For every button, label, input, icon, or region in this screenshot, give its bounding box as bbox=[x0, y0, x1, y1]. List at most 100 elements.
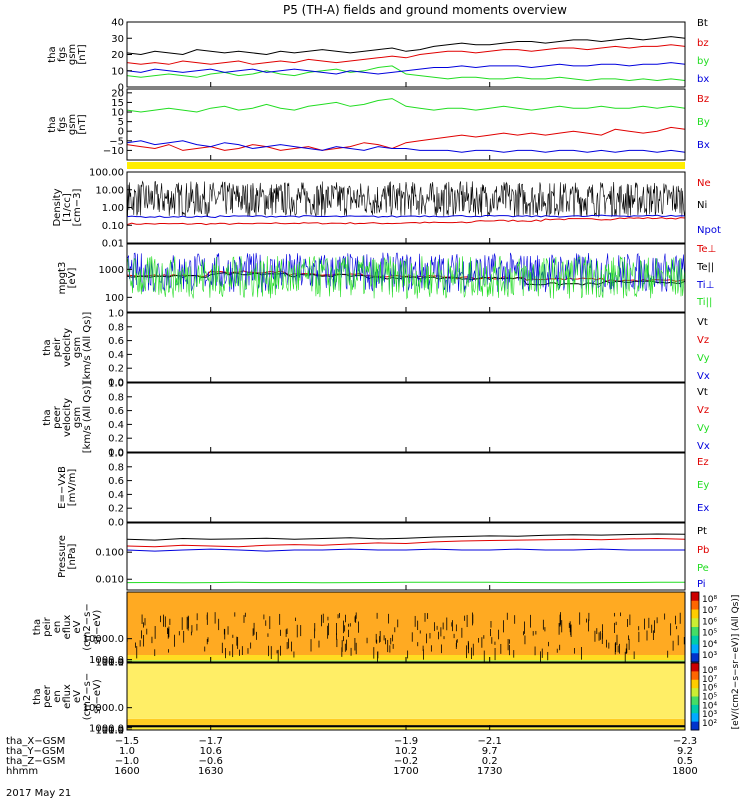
legend-vx: Vx bbox=[697, 441, 710, 452]
series-bt-line bbox=[126, 36, 686, 56]
y-label-line: [nPa] bbox=[67, 543, 78, 569]
colorbar-segment bbox=[691, 635, 699, 645]
y-tick-label: 0.4 bbox=[108, 490, 124, 501]
x-tick-label: 0.5 bbox=[677, 756, 693, 767]
panel-10: 10⁸10⁷10⁶10⁵10⁴10³10²10000.01000.0100.01… bbox=[32, 662, 717, 736]
y-axis-label: tha peir en eflux eV (cm2−s− sr−eV) bbox=[32, 603, 103, 650]
series-pi-line bbox=[126, 548, 685, 552]
x-tick-label: 1730 bbox=[477, 766, 502, 777]
y-tick-label: 1.0 bbox=[108, 449, 124, 460]
y-axis-label: Pressure [nPa] bbox=[57, 535, 78, 578]
colorbar-segment bbox=[691, 600, 699, 610]
colorbar-frame bbox=[690, 662, 700, 731]
legend-ni: Ni bbox=[697, 200, 707, 211]
y-axis-label: tha peer en eflux eV (cm2−s− sr−eV) bbox=[32, 673, 103, 720]
panel-7: Ez Ey Ex 1.0 0.8 0.6 0.4 0.2 0.0 E=−VxB [mV/m] bbox=[57, 449, 709, 529]
time-axis: tha_X−GSM −1.5 −1.7 −1.9 −2.1 −2.3 tha_Y−GSM 1.… bbox=[6, 82, 698, 777]
colorbar-segment bbox=[691, 653, 699, 663]
series-by-line bbox=[126, 65, 686, 82]
legend-ti: Ti|| bbox=[696, 297, 712, 308]
legend-te: Te|| bbox=[696, 262, 714, 273]
x-tick-label: 1600 bbox=[114, 766, 139, 777]
x-tick-label: 10.2 bbox=[395, 746, 417, 757]
series-pt-line bbox=[126, 533, 686, 541]
y-axis-label: tha peir velocity gsm [km/s (All Qs)] bbox=[42, 312, 93, 384]
y-tick-label: 20 bbox=[111, 88, 124, 99]
colorbar-tick-label: 10⁷ bbox=[702, 675, 717, 685]
legend-ti: Ti⊥ bbox=[696, 280, 714, 291]
x-row-label: tha_Y−GSM bbox=[6, 746, 65, 757]
y-label-line: tha bbox=[42, 409, 53, 425]
legend-ez: Ez bbox=[697, 457, 709, 468]
y-tick-label: 0.6 bbox=[108, 406, 124, 417]
colorbar-tick-label: 10⁶ bbox=[702, 617, 717, 627]
y-tick-label: 100.0 bbox=[95, 657, 124, 668]
legend-ey: Ey bbox=[697, 480, 709, 491]
y-tick-label: 0.6 bbox=[108, 476, 124, 487]
y-axis-label: Density [1/cc] [cm−3] bbox=[52, 188, 83, 226]
colorbar-segment bbox=[691, 609, 699, 619]
date-label: 2017 May 21 bbox=[6, 788, 71, 799]
y-label-line: tha bbox=[42, 339, 53, 355]
x-row-label: tha_Z−GSM bbox=[6, 756, 65, 767]
y-tick-label: 0.4 bbox=[108, 350, 124, 361]
y-tick-label: −10 bbox=[103, 146, 124, 157]
y-tick-label: 1000.0 bbox=[89, 655, 124, 666]
series-bz-line bbox=[126, 44, 686, 65]
y-tick-label: 0.10 bbox=[102, 221, 124, 232]
y-label-line: velocity bbox=[62, 398, 73, 437]
colorbar-tick-label: 10⁶ bbox=[702, 684, 717, 694]
legend-pe: Pe bbox=[697, 563, 709, 574]
y-label-line: mpgt3 bbox=[57, 262, 68, 295]
panel-frame bbox=[126, 452, 686, 523]
legend-vz: Vz bbox=[697, 335, 709, 346]
colorbar-tick-label: 10² bbox=[702, 719, 717, 729]
spectrogram-band bbox=[127, 663, 685, 719]
series-bx-line bbox=[126, 62, 686, 75]
y-tick-label: 0 bbox=[118, 127, 124, 138]
y-tick-label: 20 bbox=[111, 50, 124, 61]
y-label-line: tha bbox=[32, 619, 43, 635]
colorbar-segment bbox=[691, 592, 699, 602]
spectrogram-band bbox=[127, 718, 685, 726]
x-tick-label: 9.7 bbox=[482, 746, 498, 757]
x-tick-label: 1630 bbox=[198, 766, 223, 777]
series-te-line bbox=[126, 272, 686, 286]
y-tick-label: 0.010 bbox=[95, 575, 124, 586]
y-label-line: [eV] bbox=[67, 268, 78, 289]
colorbar-tick-label: 10³ bbox=[702, 710, 717, 720]
series-npot-line bbox=[126, 214, 686, 219]
panel-frame bbox=[126, 21, 686, 88]
colorbar-segment bbox=[691, 644, 699, 654]
legend-vy: Vy bbox=[697, 353, 710, 364]
y-tick-label: 0.2 bbox=[108, 504, 124, 515]
x-tick-label: −1.0 bbox=[115, 756, 139, 767]
y-label-line: peir bbox=[52, 337, 63, 357]
colorbar-segment bbox=[691, 721, 699, 731]
legend-vt: Vt bbox=[697, 387, 708, 398]
y-label-line: Density bbox=[52, 188, 63, 226]
y-label-line: tha bbox=[32, 688, 43, 704]
y-label-line: tha bbox=[47, 116, 58, 132]
y-label-line: gsm bbox=[67, 44, 78, 65]
y-tick-label: 0.8 bbox=[108, 322, 124, 333]
y-tick-label: 10 bbox=[111, 66, 124, 77]
y-tick-label: 0.100 bbox=[95, 548, 124, 559]
legend-by: by bbox=[697, 56, 709, 67]
y-label-line: [nT] bbox=[77, 114, 88, 134]
y-label-line: [nT] bbox=[77, 44, 88, 64]
series-pb-line bbox=[126, 537, 686, 548]
y-label-line: sr−eV) bbox=[92, 679, 103, 714]
y-label-line: (cm2−s− bbox=[82, 673, 93, 720]
y-tick-label: 15 bbox=[111, 98, 124, 109]
legend-bz: Bz bbox=[697, 94, 709, 105]
y-tick-label: 0.01 bbox=[102, 239, 124, 250]
legend-vy: Vy bbox=[697, 423, 710, 434]
y-tick-label: 0.0 bbox=[108, 378, 124, 389]
legend-npot: Npot bbox=[697, 225, 721, 236]
y-tick-label: 1000.0 bbox=[89, 723, 124, 734]
